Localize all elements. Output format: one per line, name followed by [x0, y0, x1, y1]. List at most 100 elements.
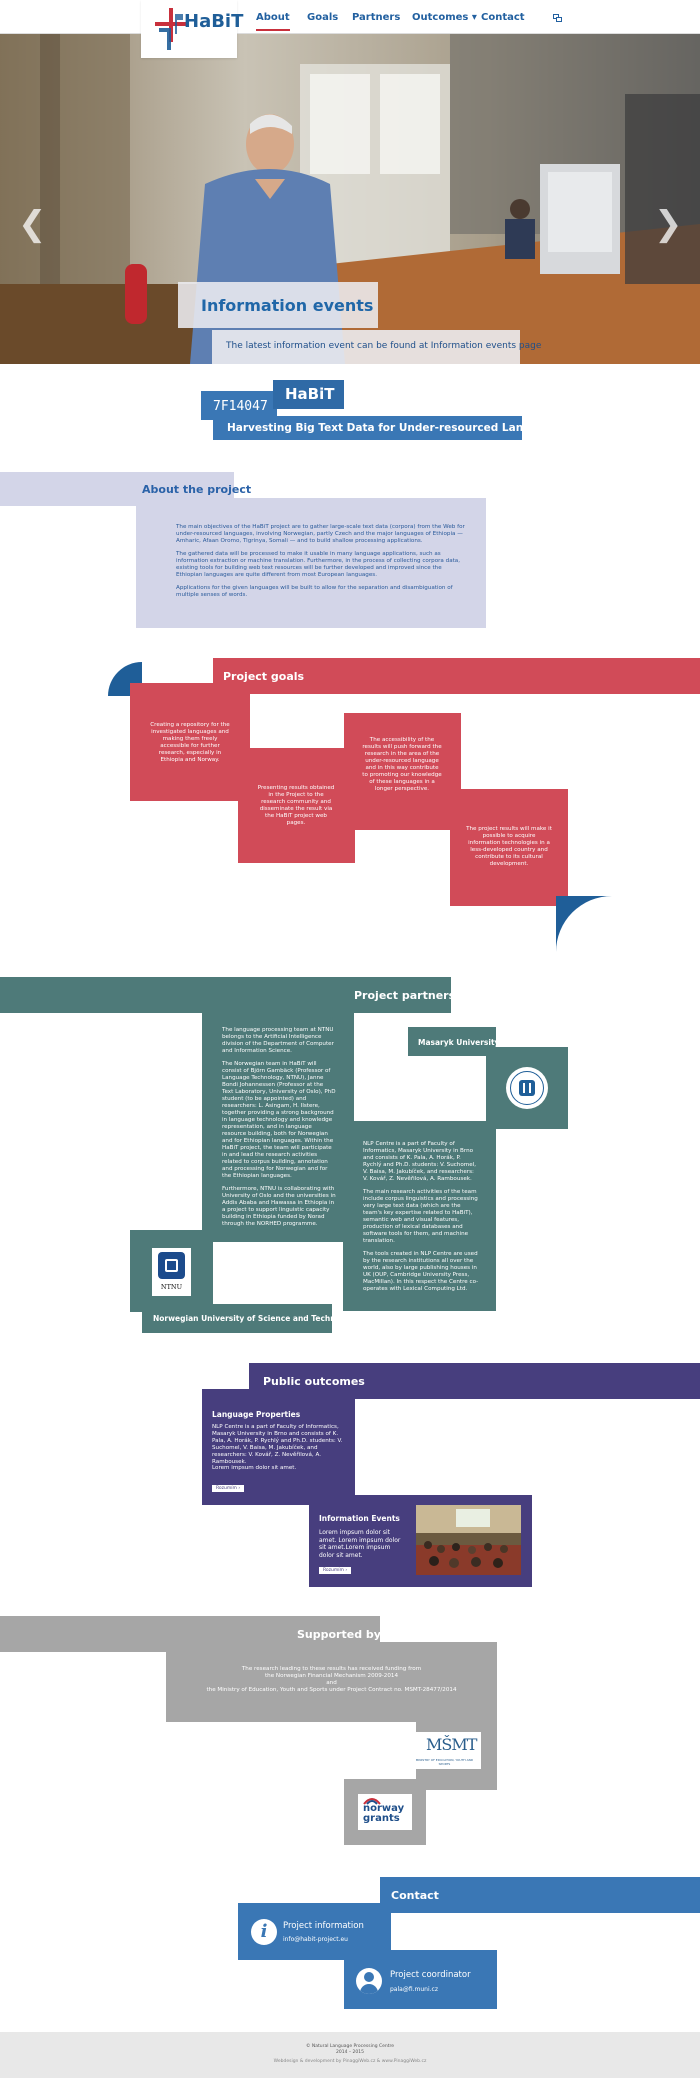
about-paragraph-3: Applications for the given languages wil… — [176, 585, 453, 598]
support-line-2: the Norwegian Financial Mechanism 2009-2… — [264, 1673, 399, 1679]
outcome-more-button-1[interactable]: Rozumím › — [212, 1485, 245, 1492]
support-heading: Supported by — [297, 1628, 381, 1641]
hero-carousel[interactable]: ❮ ❯ Information events The latest inform… — [0, 34, 700, 364]
support-text: The research leading to these results ha… — [166, 1666, 497, 1694]
ntnu-logo-text: NTNU — [160, 1283, 183, 1291]
nav-outcomes[interactable]: Outcomes ▾ — [412, 12, 477, 23]
masaryk-seal-icon[interactable] — [506, 1067, 548, 1109]
info-icon: i — [251, 1919, 277, 1945]
footer: © Natural Language Processing Centre 201… — [0, 2032, 700, 2078]
about-text: The main objectives of the HaBiT project… — [176, 524, 466, 599]
support-line-1: The research leading to these results ha… — [241, 1666, 422, 1672]
outcomes-heading: Public outcomes — [263, 1375, 365, 1388]
ntnu-name: Norwegian University of Science and Tech… — [153, 1314, 359, 1323]
hero-subtitle-box[interactable]: The latest information event can be foun… — [212, 330, 541, 364]
about-heading: About the project — [142, 483, 252, 496]
about-text-box: The main objectives of the HaBiT project… — [136, 498, 486, 628]
mu-paragraph-1: NLP Centre is a part of Faculty of Infor… — [363, 1141, 476, 1182]
goal-text-2: Presenting results obtained in the Proje… — [257, 785, 335, 826]
outcome-title-language-properties: Language Properties — [212, 1410, 301, 1419]
norway-grants-logo[interactable]: norway grants — [358, 1794, 412, 1830]
nav-partners[interactable]: Partners — [352, 12, 401, 23]
user-icon — [356, 1968, 382, 1994]
support-line-3: and — [326, 1680, 337, 1686]
hero-caption: Information events — [178, 282, 378, 328]
ntnu-logo-icon — [158, 1252, 185, 1279]
outcome-card-information-events: Information Events Lorem impsum dolor si… — [309, 1495, 532, 1587]
contact-heading: Contact — [391, 1889, 439, 1902]
brand-name: HaBiT — [184, 11, 244, 32]
goals-heading-bar: Project goals — [213, 658, 700, 694]
goal-card-1: Creating a repository for the investigat… — [130, 683, 250, 801]
goal-card-2: Presenting results obtained in the Proje… — [238, 748, 355, 863]
ntnu-logo[interactable]: NTNU — [152, 1248, 191, 1296]
about-paragraph-2: The gathered data will be processed to m… — [176, 551, 461, 578]
nav-goals[interactable]: Goals — [307, 12, 339, 23]
carousel-prev-arrow[interactable]: ❮ — [18, 204, 47, 244]
goal-text-4: The project results will make it possibl… — [466, 826, 552, 867]
project-name-box: HaBiT — [273, 380, 344, 409]
goal-card-3: The accessibility of the results will pu… — [344, 713, 461, 830]
outcome-text-information-events: Lorem impsum dolor sit amet. Lorem impsu… — [319, 1529, 401, 1559]
mu-paragraph-2: The main research activities of the team… — [363, 1189, 478, 1244]
contact-info-email[interactable]: info@habit-project.eu — [283, 1936, 348, 1943]
ntnu-paragraph-3: Furthermore, NTNU is collaborating with … — [222, 1186, 336, 1227]
msmt-logo[interactable]: MŠMT MINISTRY OF EDUCATION, YOUTH AND SP… — [408, 1732, 481, 1769]
nav-about[interactable]: About — [256, 12, 290, 31]
footer-text: © Natural Language Processing Centre 201… — [0, 2044, 700, 2065]
hero-subtitle: The latest information event can be foun… — [226, 341, 542, 351]
ntnu-text: The language processing team at NTNU bel… — [222, 1027, 336, 1228]
support-text-box: The research leading to these results ha… — [166, 1642, 497, 1722]
norway-grants-word-2: grants — [363, 1813, 400, 1824]
goal-text-1: Creating a repository for the investigat… — [150, 722, 230, 763]
contact-coordinator-title: Project coordinator — [390, 1970, 471, 1980]
support-line-4: the Ministry of Education, Youth and Spo… — [206, 1687, 457, 1693]
ntnu-logo-box: NTNU — [130, 1230, 213, 1312]
lecture-hall-photo — [416, 1505, 521, 1575]
nav-contact[interactable]: Contact — [481, 12, 525, 23]
ntnu-name-bar: Norwegian University of Science and Tech… — [142, 1304, 359, 1333]
msmt-logo-text: MINISTRY OF EDUCATION, YOUTH AND SPORTS — [415, 1758, 474, 1766]
goal-text-3: The accessibility of the results will pu… — [362, 737, 442, 792]
chevron-down-icon: ▾ — [471, 12, 477, 23]
norway-grants-logo-box: norway grants — [344, 1779, 426, 1845]
partners-heading: Project partners — [354, 989, 456, 1002]
project-tagline: Harvesting Big Text Data for Under-resou… — [227, 422, 567, 434]
hero-title: Information events — [201, 296, 374, 315]
outcome-more-button-2[interactable]: Rozumím › — [319, 1567, 352, 1574]
mu-paragraph-3: The tools created in NLP Centre are used… — [363, 1251, 479, 1292]
top-navbar — [0, 0, 700, 34]
goal-card-4: The project results will make it possibl… — [450, 789, 568, 906]
logo[interactable]: HaBiT — [141, 0, 243, 58]
footer-credits[interactable]: Webdesign & development by PinaggiWeb.cz… — [273, 2059, 427, 2064]
project-tagline-box: Harvesting Big Text Data for Under-resou… — [213, 416, 566, 440]
contact-coordinator-email[interactable]: pala@fi.muni.cz — [390, 1986, 438, 1993]
outcome-card-language-properties: Language Properties NLP Centre is a part… — [202, 1389, 355, 1505]
corner-quarter-circle-icon — [556, 896, 612, 952]
norway-grants-arc-icon — [363, 1798, 381, 1805]
carousel-next-arrow[interactable]: ❯ — [654, 204, 683, 244]
habit-logo-icon — [155, 8, 187, 50]
project-name: HaBiT — [285, 385, 335, 403]
mu-text-box: NLP Centre is a part of Faculty of Infor… — [343, 1121, 496, 1311]
contact-info-title: Project information — [283, 1921, 364, 1931]
msmt-logo-icon: MŠMT — [426, 1735, 477, 1754]
footer-copyright: © Natural Language Processing Centre — [305, 2044, 395, 2049]
contact-heading-bar: Contact — [380, 1877, 700, 1913]
hero-photo — [0, 34, 700, 364]
goals-heading: Project goals — [223, 670, 305, 683]
outcome-text2-language-properties: Lorem impsum dolor sit amet. — [212, 1465, 297, 1471]
mu-logo-box — [486, 1047, 568, 1129]
language-icon[interactable] — [553, 14, 562, 22]
norway-grants-word-1: norway — [363, 1803, 405, 1814]
ntnu-text-box: The language processing team at NTNU bel… — [202, 1005, 354, 1242]
outcome-title-information-events: Information Events — [319, 1514, 400, 1523]
project-code-box: 7F14047 — [201, 391, 277, 420]
project-code: 7F14047 — [213, 399, 268, 414]
msmt-logo-box: MŠMT MINISTRY OF EDUCATION, YOUTH AND SP… — [408, 1712, 497, 1790]
ntnu-paragraph-1: The language processing team at NTNU bel… — [222, 1027, 334, 1054]
mu-name-bar: Masaryk University — [408, 1027, 499, 1056]
contact-card-coordinator[interactable]: Project coordinator pala@fi.muni.cz — [344, 1950, 497, 2009]
footer-years: 2014 – 2015 — [335, 2050, 364, 2055]
mu-text: NLP Centre is a part of Faculty of Infor… — [363, 1141, 479, 1293]
